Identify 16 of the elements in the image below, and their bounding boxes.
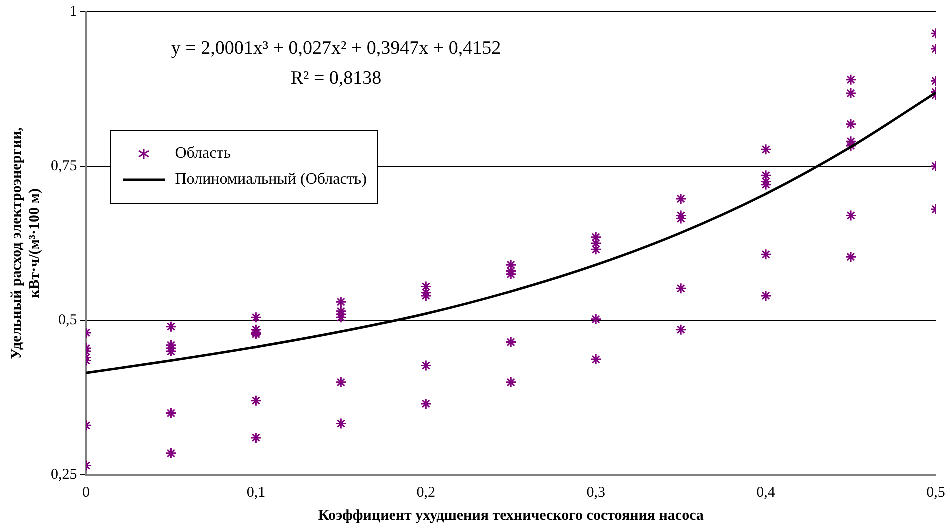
y-tick-label: 0,75 <box>51 158 78 174</box>
x-tick-label: 0,4 <box>756 484 776 501</box>
x-tick-label: 0,2 <box>416 484 436 501</box>
legend-label: Область <box>175 145 232 163</box>
x-tick-label: 0,3 <box>586 484 606 501</box>
x-tick-label: 0,5 <box>926 484 946 501</box>
annotation: R² = 0,8138 <box>290 68 382 90</box>
annotation: y = 2,0001x³ + 0,027x² + 0,3947x + 0,4152 <box>171 38 502 60</box>
x-tick-label: 0 <box>82 484 90 501</box>
y-tick-label: 0,5 <box>58 312 78 329</box>
y-tick-label: 0,25 <box>51 466 78 483</box>
y-tick-label: 1 <box>70 4 78 20</box>
x-axis-title: Коэффициент ухудшения технического состояния насоса <box>318 508 704 524</box>
x-tick-label: 0,1 <box>246 484 266 501</box>
y-axis-title: Удельный расход электроэнергии, кВт·ч/(м³·100 м) <box>8 127 43 360</box>
legend-label: Полиномиальный (Область) <box>175 171 367 189</box>
